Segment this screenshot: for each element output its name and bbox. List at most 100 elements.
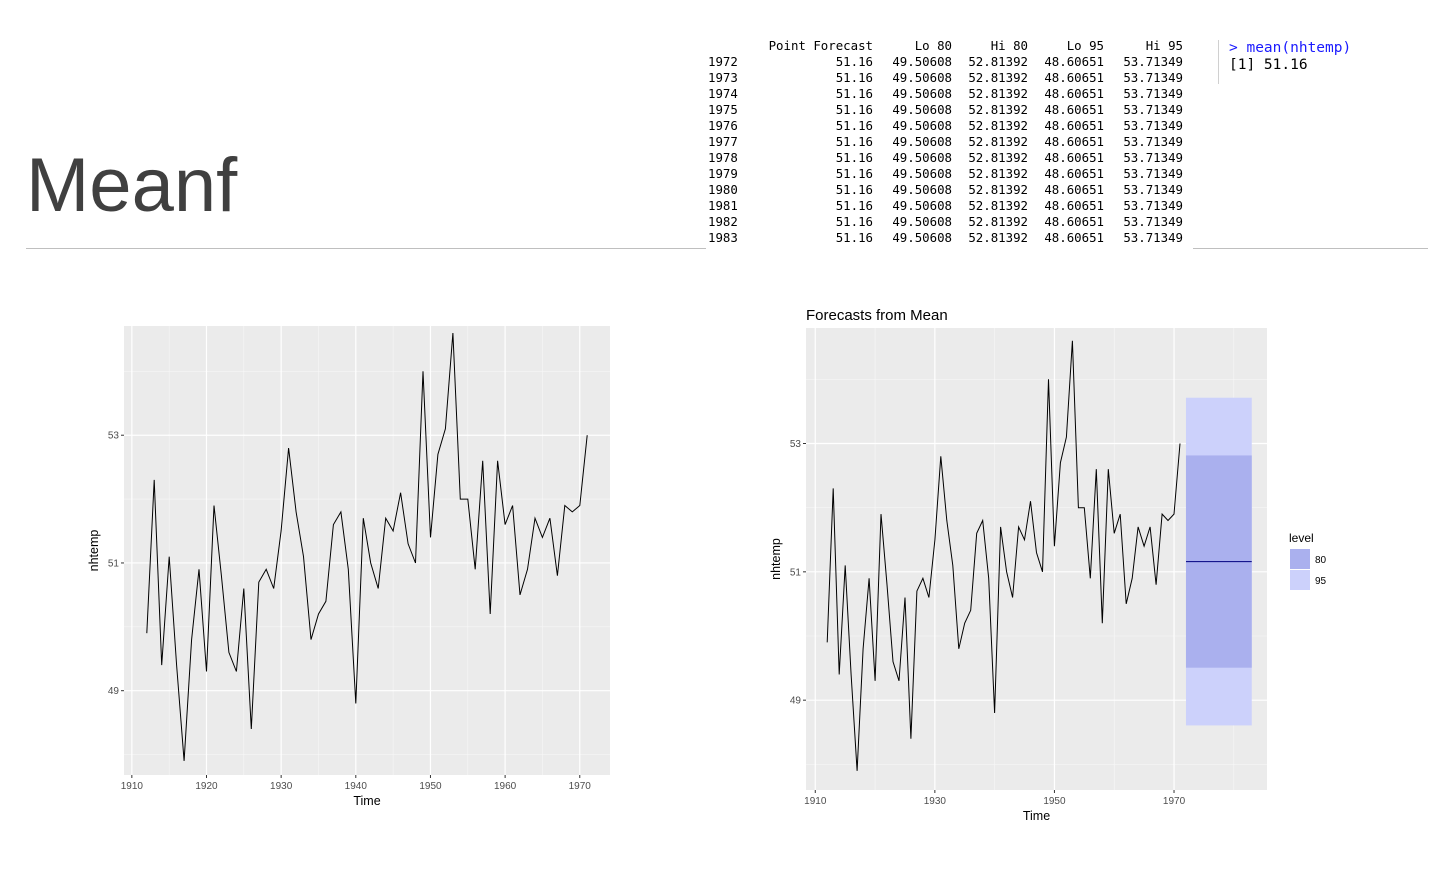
table-cell: 49.50608 <box>892 54 952 69</box>
table-cell: 51.16 <box>835 134 873 149</box>
table-cell: 52.81392 <box>968 134 1028 149</box>
console-command: > mean(nhtemp) <box>1229 40 1352 56</box>
table-cell: 49.50608 <box>892 134 952 149</box>
table-row-label: 1981 <box>708 198 738 213</box>
x-tick-label: 1930 <box>924 796 947 807</box>
table-cell: 48.60651 <box>1044 134 1104 149</box>
x-tick-label: 1950 <box>1043 796 1066 807</box>
table-row-label: 1974 <box>708 86 738 101</box>
table-row-label: 1983 <box>708 230 738 245</box>
table-cell: 52.81392 <box>968 118 1028 133</box>
table-cell: 53.71349 <box>1123 86 1183 101</box>
table-cell: 49.50608 <box>892 150 952 165</box>
table-cell: 49.50608 <box>892 182 952 197</box>
table-cell: 53.71349 <box>1123 118 1183 133</box>
table-cell: 51.16 <box>835 54 873 69</box>
table-cell: 52.81392 <box>968 102 1028 117</box>
table-row-label: 1975 <box>708 102 738 117</box>
table-cell: 51.16 <box>835 150 873 165</box>
table-cell: 53.71349 <box>1123 54 1183 69</box>
table-row-label: 1977 <box>708 134 738 149</box>
table-cell: 48.60651 <box>1044 70 1104 85</box>
table-cell: 51.16 <box>835 118 873 133</box>
forecast-console-output: Point Forecast Lo 80 Hi 80 Lo 95 Hi 95 1972 51… <box>706 38 1193 250</box>
x-tick-label: 1910 <box>804 796 827 807</box>
table-cell: 49.50608 <box>892 198 952 213</box>
console-result: [1] 51.16 <box>1229 57 1308 73</box>
table-cell: 51.16 <box>835 70 873 85</box>
table-cell: 53.71349 <box>1123 70 1183 85</box>
table-cell: 53.71349 <box>1123 150 1183 165</box>
legend-label: 95 <box>1315 576 1327 587</box>
chart-title: Forecasts from Mean <box>806 307 948 324</box>
x-tick-label: 1950 <box>419 781 442 792</box>
table-row-label: 1978 <box>708 150 738 165</box>
table-cell: 52.81392 <box>968 150 1028 165</box>
slide-title: Meanf <box>26 143 238 228</box>
table-cell: 49.50608 <box>892 102 952 117</box>
y-tick-label: 53 <box>108 431 120 442</box>
table-cell: 48.60651 <box>1044 166 1104 181</box>
legend-key <box>1290 570 1310 590</box>
table-cell: 53.71349 <box>1123 214 1183 229</box>
table-cell: 48.60651 <box>1044 150 1104 165</box>
x-tick-label: 1970 <box>569 781 592 792</box>
table-cell: 49.50608 <box>892 214 952 229</box>
y-tick-label: 51 <box>108 558 120 569</box>
table-row-label: 1982 <box>708 214 738 229</box>
legend-label: 80 <box>1315 555 1327 566</box>
table-cell: 52.81392 <box>968 70 1028 85</box>
y-axis-title: nhtemp <box>769 538 783 580</box>
series-line <box>826 340 1181 771</box>
table-cell: 53.71349 <box>1123 182 1183 197</box>
x-tick-label: 1920 <box>195 781 218 792</box>
table-cell: 48.60651 <box>1044 102 1104 117</box>
table-header-cell: Hi 95 <box>1145 38 1183 53</box>
table-cell: 52.81392 <box>968 230 1028 245</box>
table-row-label: 1972 <box>708 54 738 69</box>
plot-panel <box>124 326 610 775</box>
table-cell: 52.81392 <box>968 54 1028 69</box>
table-cell: 49.50608 <box>892 86 952 101</box>
series-line <box>146 332 588 761</box>
table-row-label: 1976 <box>708 118 738 133</box>
table-cell: 51.16 <box>835 102 873 117</box>
table-cell: 52.81392 <box>968 198 1028 213</box>
y-axis-title: nhtemp <box>87 530 101 572</box>
x-tick-label: 1930 <box>270 781 293 792</box>
table-cell: 48.60651 <box>1044 54 1104 69</box>
table-cell: 48.60651 <box>1044 230 1104 245</box>
table-cell: 49.50608 <box>892 230 952 245</box>
table-cell: 48.60651 <box>1044 86 1104 101</box>
x-tick-label: 1960 <box>494 781 517 792</box>
table-header-cell: Hi 80 <box>990 38 1028 53</box>
table-header-cell: Lo 80 <box>914 38 952 53</box>
table-cell: 51.16 <box>835 198 873 213</box>
table-cell: 52.81392 <box>968 182 1028 197</box>
x-tick-label: 1970 <box>1163 796 1186 807</box>
x-tick-label: 1910 <box>121 781 144 792</box>
table-cell: 48.60651 <box>1044 118 1104 133</box>
table-header-cell: Point Forecast <box>768 38 873 53</box>
table-cell: 53.71349 <box>1123 166 1183 181</box>
table-row-label: 1980 <box>708 182 738 197</box>
table-cell: 51.16 <box>835 230 873 245</box>
legend-key <box>1290 549 1310 569</box>
x-tick-label: 1940 <box>345 781 368 792</box>
table-cell: 48.60651 <box>1044 214 1104 229</box>
table-cell: 53.71349 <box>1123 102 1183 117</box>
table-cell: 49.50608 <box>892 118 952 133</box>
table-cell: 51.16 <box>835 86 873 101</box>
legend-title: level <box>1289 531 1314 545</box>
table-row-label: 1973 <box>708 70 738 85</box>
table-cell: 49.50608 <box>892 166 952 181</box>
table-cell: 51.16 <box>835 166 873 181</box>
table-header-cell: Lo 95 <box>1066 38 1104 53</box>
x-axis-title: Time <box>1023 809 1050 823</box>
table-cell: 51.16 <box>835 182 873 197</box>
y-tick-label: 51 <box>790 567 802 578</box>
y-tick-label: 53 <box>790 439 802 450</box>
table-cell: 49.50608 <box>892 70 952 85</box>
table-cell: 53.71349 <box>1123 230 1183 245</box>
